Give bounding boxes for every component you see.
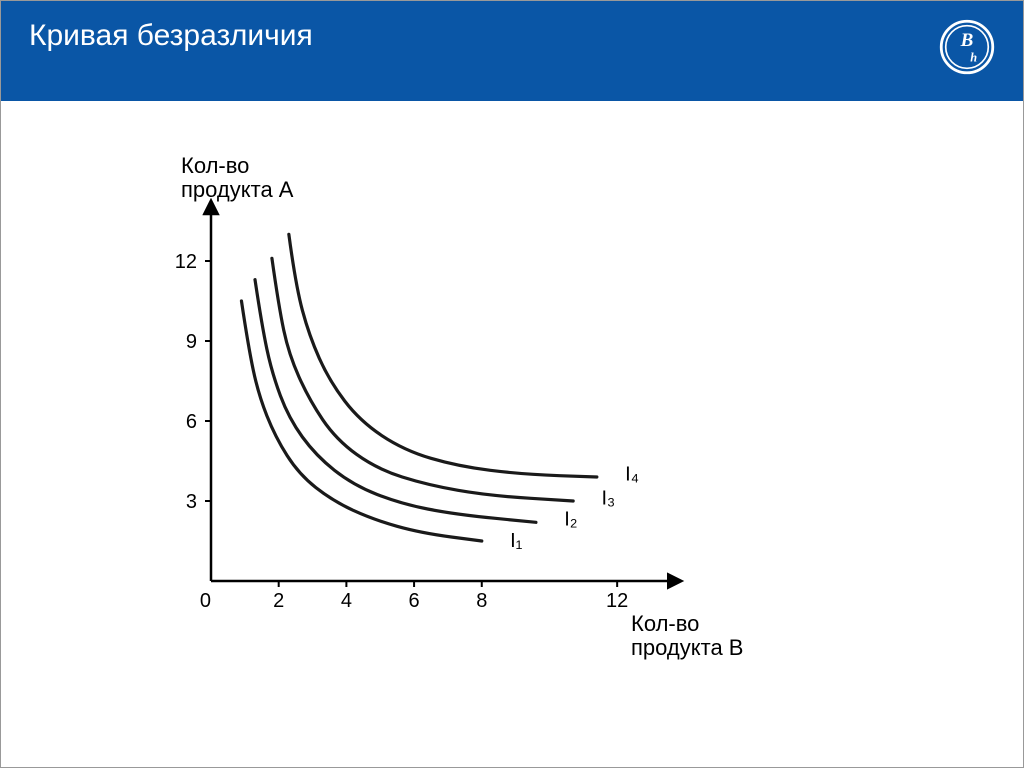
curve-label-2: I₂ <box>564 509 577 531</box>
hse-logo-icon: В h <box>939 19 995 75</box>
x-tick-label: 2 <box>273 590 284 612</box>
svg-text:h: h <box>970 51 977 65</box>
x-tick-label: 6 <box>409 590 420 612</box>
y-axis-label-1: Кол-во <box>181 153 249 178</box>
y-tick-label: 12 <box>175 251 197 273</box>
x-tick-label: 12 <box>606 590 628 612</box>
svg-text:В: В <box>960 30 974 51</box>
slide-title: Кривая безразличия <box>29 19 313 53</box>
y-tick-label: 6 <box>186 411 197 433</box>
indifference-curves-chart: Кол-вопродукта АКол-вопродукта В36912024… <box>121 151 761 671</box>
slide-header: Кривая безразличия В h <box>1 1 1023 101</box>
curve-label-3: I₃ <box>601 487 615 509</box>
x-tick-label: 4 <box>341 590 352 612</box>
y-tick-label: 3 <box>186 491 197 513</box>
curve-label-4: I₄ <box>625 463 639 485</box>
curve-label-1: I₁ <box>510 530 523 552</box>
y-tick-label: 9 <box>186 331 197 353</box>
x-axis-label-1: Кол-во <box>631 611 699 636</box>
x-tick-label: 8 <box>476 590 487 612</box>
indifference-curve-2 <box>255 280 536 523</box>
x-axis-label-2: продукта В <box>631 635 743 660</box>
x-tick-label: 0 <box>200 590 211 612</box>
indifference-curve-3 <box>272 258 573 501</box>
y-axis-label-2: продукта А <box>181 177 294 202</box>
slide: Кривая безразличия В h Кол-вопродукта АК… <box>0 0 1024 768</box>
indifference-curve-4 <box>289 234 597 477</box>
